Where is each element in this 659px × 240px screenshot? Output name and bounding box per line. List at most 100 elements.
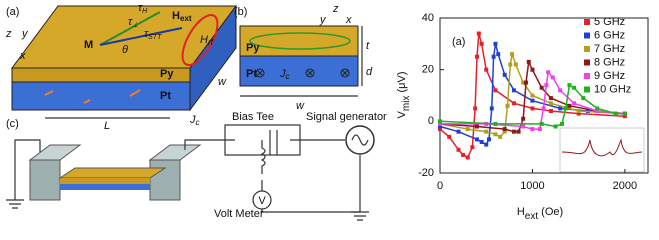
data-point bbox=[474, 137, 479, 142]
hrf-label: Hrf bbox=[200, 34, 214, 47]
data-point bbox=[541, 106, 546, 111]
legend-label: 8 GHz bbox=[594, 56, 625, 68]
tau-stt: τSTT bbox=[144, 28, 162, 41]
y-tick-label: 20 bbox=[422, 64, 434, 76]
capacitor bbox=[269, 130, 278, 155]
data-point bbox=[438, 119, 442, 124]
axis-z: z bbox=[5, 28, 12, 40]
data-point bbox=[613, 111, 618, 116]
y-tick-label: 40 bbox=[422, 12, 434, 24]
legend-label: 7 GHz bbox=[594, 43, 625, 55]
data-point bbox=[493, 41, 498, 46]
py-label: Py bbox=[160, 68, 174, 80]
pt-layer bbox=[239, 55, 359, 87]
data-point bbox=[558, 88, 563, 93]
data-point bbox=[544, 83, 549, 88]
data-point bbox=[548, 101, 553, 106]
diagram-b: (b) z y x Py Pt Jc t d w bbox=[234, 3, 373, 112]
tau: τ bbox=[144, 28, 149, 40]
series-line bbox=[439, 84, 625, 128]
axis-x: x bbox=[19, 50, 26, 62]
data-point bbox=[595, 106, 600, 111]
pad-right bbox=[149, 159, 181, 201]
spin-arrows bbox=[44, 89, 141, 104]
legend-marker bbox=[584, 59, 590, 66]
bias-tee-box bbox=[224, 124, 301, 156]
h: H bbox=[172, 10, 180, 22]
legend-marker bbox=[584, 86, 590, 93]
legend-marker bbox=[584, 73, 590, 79]
legend-marker bbox=[584, 46, 590, 52]
signal-wire bbox=[184, 139, 345, 150]
data-point bbox=[474, 124, 479, 129]
y-unit: (μV) bbox=[396, 72, 408, 96]
sine-symbol bbox=[351, 134, 369, 146]
tau: τ bbox=[138, 2, 143, 14]
x-tick-label: 0 bbox=[437, 180, 443, 192]
data-point bbox=[447, 134, 452, 139]
data-point bbox=[567, 103, 572, 108]
pt-label: Pt bbox=[160, 90, 171, 102]
strip-py bbox=[60, 178, 150, 184]
pt-label: Pt bbox=[246, 68, 257, 80]
h: H bbox=[200, 34, 208, 46]
ground-right bbox=[351, 211, 369, 221]
py-label: Py bbox=[246, 42, 260, 54]
data-point bbox=[511, 101, 516, 106]
data-point bbox=[539, 121, 544, 126]
data-point bbox=[502, 72, 507, 77]
data-point bbox=[476, 31, 481, 36]
x-unit: (Oe) bbox=[538, 206, 563, 218]
data-point bbox=[510, 52, 515, 57]
panel-label: (a) bbox=[6, 6, 19, 18]
l-label: L bbox=[104, 120, 110, 132]
data-point bbox=[523, 80, 528, 85]
legend-label: 9 GHz bbox=[594, 70, 625, 82]
diagram-a: (a) z y x M θ Hext τH τ⊥ τSTT Hrf Py Pt … bbox=[5, 2, 237, 132]
tau: τ bbox=[128, 16, 133, 28]
legend-label: 5 GHz bbox=[594, 16, 625, 28]
data-point bbox=[502, 127, 507, 132]
w-label: w bbox=[296, 100, 305, 112]
data-point bbox=[493, 121, 498, 126]
j: J bbox=[189, 114, 196, 126]
m-arrow bbox=[99, 11, 161, 46]
inset bbox=[559, 127, 645, 173]
data-point bbox=[537, 127, 542, 132]
data-point bbox=[563, 106, 568, 111]
w-label: w bbox=[218, 76, 227, 88]
data-point bbox=[465, 155, 470, 160]
data-point bbox=[595, 109, 600, 113]
data-point bbox=[484, 142, 489, 147]
data-point bbox=[548, 109, 553, 113]
data-point bbox=[576, 109, 581, 113]
panel-label: (c) bbox=[6, 118, 19, 130]
sub: ext bbox=[180, 14, 192, 23]
sub: c bbox=[196, 118, 200, 127]
data-point bbox=[438, 121, 442, 126]
data-point bbox=[550, 75, 555, 80]
data-point bbox=[526, 59, 531, 64]
data-point bbox=[438, 124, 442, 129]
legend-label: 6 GHz bbox=[594, 29, 625, 41]
x-axis-label: Hext (Oe) bbox=[517, 206, 563, 222]
figure: (a) z y x M θ Hext τH τ⊥ τSTT Hrf Py Pt … bbox=[5, 2, 649, 222]
data-point bbox=[479, 41, 484, 46]
series-line bbox=[439, 43, 625, 146]
side-face bbox=[189, 4, 237, 112]
data-point bbox=[502, 129, 507, 134]
data-point bbox=[558, 106, 563, 111]
data-point bbox=[530, 127, 535, 132]
sub: H bbox=[142, 8, 148, 15]
x-main: H bbox=[517, 206, 525, 218]
data-point bbox=[508, 62, 513, 67]
h-arrow bbox=[99, 27, 183, 46]
data-point bbox=[479, 140, 484, 144]
data-point bbox=[553, 124, 558, 129]
pad-left-top bbox=[28, 144, 82, 161]
data-point bbox=[516, 129, 521, 134]
data-point bbox=[511, 129, 516, 134]
data-point bbox=[546, 70, 551, 75]
data-point bbox=[567, 83, 572, 88]
